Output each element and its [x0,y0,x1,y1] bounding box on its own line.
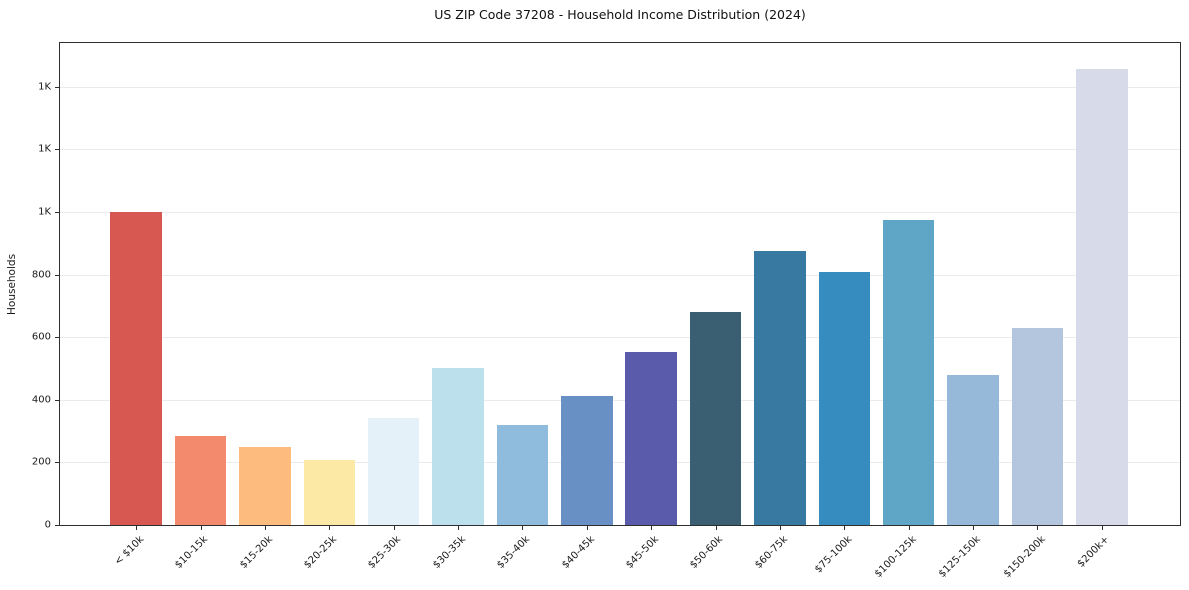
x-tick-mark [1037,526,1039,530]
y-tick-label: 400 [31,394,51,406]
bar-$15-20k [239,446,291,525]
x-tick-label: $50-60k [688,534,726,571]
y-tick-label: 1K [38,143,51,155]
bar-$200k+ [1076,68,1128,525]
x-tick-mark [715,526,717,530]
bar-slot [362,43,426,525]
x-tick-mark [779,526,781,530]
x-tick-label: $75-100k [812,534,855,576]
bar-$30-35k [432,367,484,525]
bar-slot [1070,43,1134,525]
x-tick-label: $35-40k [495,534,533,571]
y-gridline [60,212,1180,213]
y-tick-mark [55,337,59,339]
y-tick-mark [55,462,59,464]
y-tick-label: 600 [31,331,51,343]
x-tick-mark [264,526,266,530]
bar-slot [233,43,297,525]
x-tick-label: $40-45k [559,534,597,571]
y-tick-mark [55,274,59,276]
bar-slot [877,43,941,525]
bar-slot [748,43,812,525]
bar-$60-75k [754,250,806,525]
x-tick-label: $30-35k [430,534,468,571]
bar-$100-125k [882,219,935,525]
x-tick-label: $20-25k [302,534,340,571]
y-tick-mark [55,212,59,213]
x-tick-label: $45-50k [624,534,661,571]
bar-slot [297,43,361,525]
x-tick-label: < $10k [112,534,146,568]
chart-title: US ZIP Code 37208 - Household Income Dis… [434,7,806,22]
x-tick-label: $25-30k [366,534,404,571]
bar-$50-60k [689,311,742,525]
x-tick-mark [651,526,653,530]
bar-$25-30k [367,417,420,525]
bar-$150-200k [1011,328,1064,525]
y-gridline [60,462,1180,464]
x-tick-mark [393,526,395,530]
y-tick-label: 1K [38,81,51,93]
y-tick-label: 200 [31,456,51,468]
bar-slot [683,43,747,525]
y-gridline [60,86,1180,88]
bar-slot [555,43,619,525]
bar-slot [104,43,168,525]
x-tick-mark [908,526,910,530]
bar-slot [941,43,1005,525]
x-tick-label: $200k+ [1075,534,1112,570]
y-gridline [60,274,1180,276]
y-tick-label: 0 [44,519,51,531]
bar-$10-15k [174,436,227,525]
x-tick-mark [329,526,331,530]
x-tick-mark [458,526,460,530]
y-gridline [60,399,1180,401]
x-tick-mark [522,526,524,530]
bar-$45-50k [625,351,677,525]
x-tick-mark [1101,526,1103,530]
x-tick-mark [844,526,846,530]
x-tick-mark [973,526,975,530]
bar-$75-100k [818,272,871,525]
y-tick-label: 800 [31,269,51,281]
bar-slot [490,43,554,525]
x-tick-label: $100-125k [872,534,919,580]
bar-slot [619,43,683,525]
bar-$20-25k [303,459,356,525]
x-tick-label: $150-200k [1001,534,1048,580]
x-tick-label: $15-20k [237,534,275,571]
y-gridline [60,337,1180,339]
bar-$40-45k [561,396,613,525]
y-axis-label: Households [6,253,18,315]
bar-< $10k [110,212,162,525]
bar-series [104,43,1134,525]
bar-slot [1005,43,1069,525]
y-tick-mark [55,149,59,151]
bar-slot [168,43,232,525]
y-tick-mark [55,86,59,88]
plot-area [59,42,1181,526]
x-tick-label: $60-75k [752,534,790,571]
y-tick-label: 1K [38,206,51,218]
y-gridline [60,149,1180,151]
x-tick-mark [136,526,138,530]
x-tick-label: $10-15k [173,534,211,571]
x-tick-mark [200,526,202,530]
x-tick-label: $125-150k [936,534,983,580]
x-tick-mark [586,526,588,530]
bar-slot [812,43,876,525]
bar-$35-40k [496,424,549,525]
y-tick-mark [55,399,59,401]
y-tick-mark [55,525,59,526]
bar-slot [426,43,490,525]
bar-$125-150k [947,375,999,525]
